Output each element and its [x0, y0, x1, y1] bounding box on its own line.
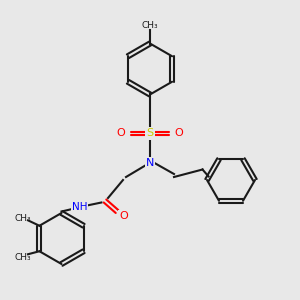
- Text: CH₃: CH₃: [15, 214, 31, 223]
- Text: NH: NH: [72, 202, 87, 212]
- Text: S: S: [146, 128, 154, 139]
- Text: CH₃: CH₃: [142, 21, 158, 30]
- Text: O: O: [119, 211, 128, 221]
- Text: O: O: [116, 128, 125, 139]
- Text: N: N: [146, 158, 154, 169]
- Text: CH₃: CH₃: [14, 253, 31, 262]
- Text: O: O: [175, 128, 184, 139]
